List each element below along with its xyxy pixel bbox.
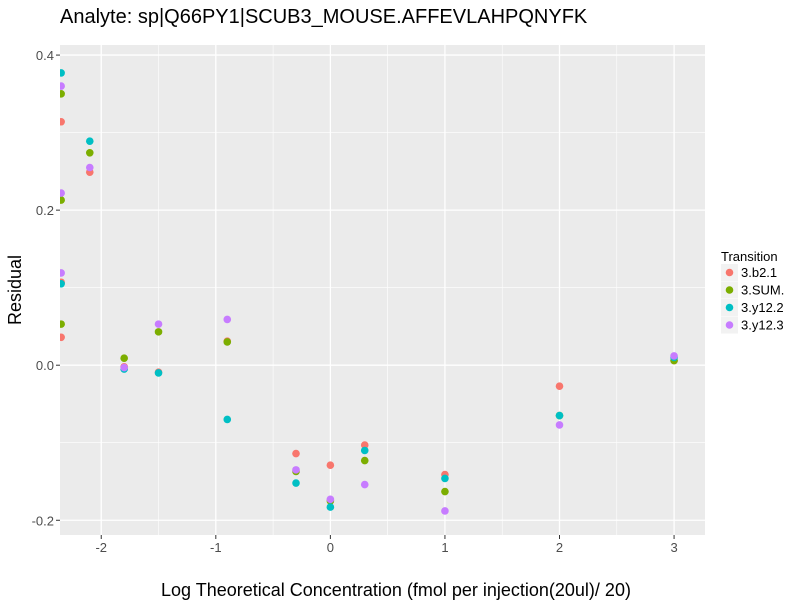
data-point-3.SUM. bbox=[120, 354, 128, 363]
data-point-3.b2.1 bbox=[60, 333, 65, 342]
chart-title: Analyte: sp|Q66PY1|SCUB3_MOUSE.AFFEVLAHP… bbox=[60, 6, 588, 28]
legend-title: Transition bbox=[721, 249, 778, 264]
data-point-3.y12.3 bbox=[60, 189, 65, 197]
data-point-3.y12.2 bbox=[555, 411, 564, 420]
data-point-3.SUM. bbox=[60, 90, 65, 98]
data-point-3.b2.1 bbox=[326, 461, 335, 470]
y-tick-label: 0.2 bbox=[36, 203, 54, 218]
x-tick-label: -1 bbox=[210, 540, 222, 555]
y-axis-label: Residual bbox=[5, 255, 25, 325]
x-tick-label: -2 bbox=[95, 540, 107, 555]
legend: Transition 3.b2.1 3.SUM. 3.y12.2 3.y12.3 bbox=[721, 249, 784, 334]
data-point-3.y12.3 bbox=[670, 352, 678, 360]
data-point-3.SUM. bbox=[441, 487, 449, 496]
data-point-3.b2.1 bbox=[360, 441, 369, 449]
data-point-3.y12.3 bbox=[120, 363, 128, 372]
x-tick-label: 1 bbox=[441, 540, 448, 555]
legend-label: 3.SUM. bbox=[741, 283, 784, 298]
data-point-3.y12.3 bbox=[292, 466, 300, 474]
data-point-3.y12.3 bbox=[360, 480, 369, 489]
data-point-3.y12.2 bbox=[85, 137, 94, 145]
data-point-3.y12.3 bbox=[326, 495, 335, 504]
y-tick-label: 0.4 bbox=[36, 48, 54, 63]
data-point-3.SUM. bbox=[223, 338, 232, 346]
data-point-3.SUM. bbox=[154, 328, 163, 336]
data-point-3.y12.2 bbox=[441, 474, 449, 483]
legend-label: 3.y12.3 bbox=[741, 318, 784, 333]
data-point-3.y12.2 bbox=[60, 69, 65, 77]
data-point-3.SUM. bbox=[360, 456, 369, 465]
data-point-3.b2.1 bbox=[60, 117, 65, 126]
legend-label: 3.y12.2 bbox=[741, 300, 784, 315]
legend-marker bbox=[725, 268, 734, 277]
data-point-3.y12.2 bbox=[360, 446, 369, 455]
plot-panel bbox=[60, 45, 705, 535]
data-point-3.SUM. bbox=[60, 320, 65, 328]
data-point-3.y12.2 bbox=[223, 415, 232, 424]
data-point-3.y12.2 bbox=[60, 279, 65, 288]
data-point-3.y12.3 bbox=[85, 163, 94, 172]
data-point-3.y12.3 bbox=[555, 421, 564, 429]
x-tick-label: 3 bbox=[670, 540, 677, 555]
data-point-3.b2.1 bbox=[292, 449, 300, 458]
x-tick-label: 2 bbox=[556, 540, 563, 555]
y-tick-label: -0.2 bbox=[32, 513, 54, 528]
data-point-3.b2.1 bbox=[555, 382, 564, 390]
data-point-3.y12.3 bbox=[223, 315, 232, 324]
data-point-3.y12.3 bbox=[60, 82, 65, 90]
x-axis-label: Log Theoretical Concentration (fmol per … bbox=[161, 580, 631, 600]
data-point-3.y12.3 bbox=[154, 320, 163, 328]
data-point-3.y12.3 bbox=[60, 269, 65, 277]
data-point-3.y12.2 bbox=[292, 479, 300, 487]
data-point-3.y12.3 bbox=[441, 507, 449, 515]
legend-marker bbox=[725, 321, 734, 329]
y-tick-label: 0.0 bbox=[36, 358, 54, 373]
data-point-3.SUM. bbox=[60, 196, 65, 204]
legend-marker bbox=[725, 286, 734, 294]
data-point-3.y12.2 bbox=[326, 503, 335, 511]
x-tick-label: 0 bbox=[327, 540, 334, 555]
legend-marker bbox=[725, 303, 734, 312]
legend-label: 3.b2.1 bbox=[741, 265, 777, 280]
data-point-3.y12.2 bbox=[154, 369, 163, 377]
data-point-3.SUM. bbox=[85, 148, 94, 157]
